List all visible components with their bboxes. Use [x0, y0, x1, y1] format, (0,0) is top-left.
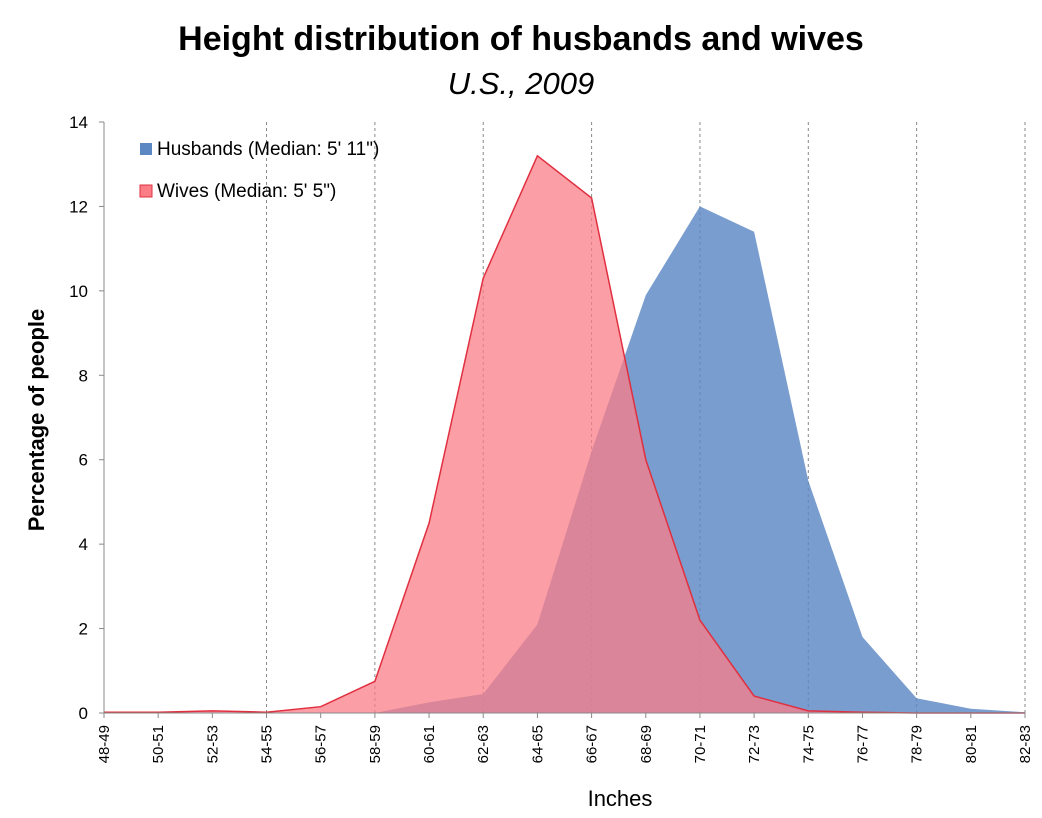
x-tick-label: 48-49: [96, 725, 113, 763]
x-tick-label: 68-69: [638, 725, 655, 763]
x-tick-label: 62-63: [475, 725, 492, 763]
x-tick-label: 64-65: [529, 725, 546, 763]
x-tick-label: 78-79: [909, 725, 926, 763]
y-tick-label: 6: [79, 451, 88, 470]
y-tick-label: 2: [79, 620, 88, 639]
series-area-0: [104, 206, 1025, 713]
y-tick-label: 14: [69, 113, 88, 132]
x-tick-label: 58-59: [367, 725, 384, 763]
chart-subtitle: U.S., 2009: [447, 66, 595, 101]
series-area-1: [104, 155, 1025, 714]
x-tick-label: 80-81: [963, 725, 980, 763]
x-tick-label: 70-71: [692, 725, 709, 763]
y-tick-label: 10: [69, 282, 88, 301]
x-axis-label: Inches: [588, 786, 653, 811]
x-tick-label: 60-61: [421, 725, 438, 763]
y-tick-label: 12: [69, 197, 88, 216]
x-tick-label: 56-57: [313, 725, 330, 763]
x-tick-label: 52-53: [204, 725, 221, 763]
y-tick-label: 8: [79, 366, 88, 385]
series-line-1: [104, 154, 1025, 714]
legend-swatch: [140, 143, 152, 155]
x-tick-label: 72-73: [746, 725, 763, 763]
y-axis-label: Percentage of people: [24, 309, 49, 532]
series-areas: [104, 154, 1025, 714]
legend: Husbands (Median: 5' 11") Wives (Median: …: [139, 139, 379, 202]
y-tick-label: 4: [79, 535, 88, 554]
x-tick-label: 74-75: [800, 725, 817, 763]
x-tick-label: 76-77: [854, 725, 871, 763]
y-ticks: 0 2 4 6 8 10 12 14: [69, 113, 104, 723]
legend-label: Husbands (Median: 5' 11"): [157, 139, 379, 160]
legend-swatch: [139, 184, 153, 198]
chart-title: Height distribution of husbands and wive…: [178, 20, 864, 58]
axes: [103, 122, 1025, 714]
x-tick-label: 82-83: [1017, 725, 1034, 763]
legend-label: Wives (Median: 5' 5"): [157, 181, 336, 202]
y-tick-label: 0: [79, 704, 88, 723]
x-tick-label: 50-51: [150, 725, 167, 763]
x-tick-label: 66-67: [584, 725, 601, 763]
x-tick-label: 54-55: [259, 725, 276, 763]
x-ticks: 48-49 50-51 52-53 54-55 56-57 58-59 60-61 62-63…: [96, 713, 1034, 763]
